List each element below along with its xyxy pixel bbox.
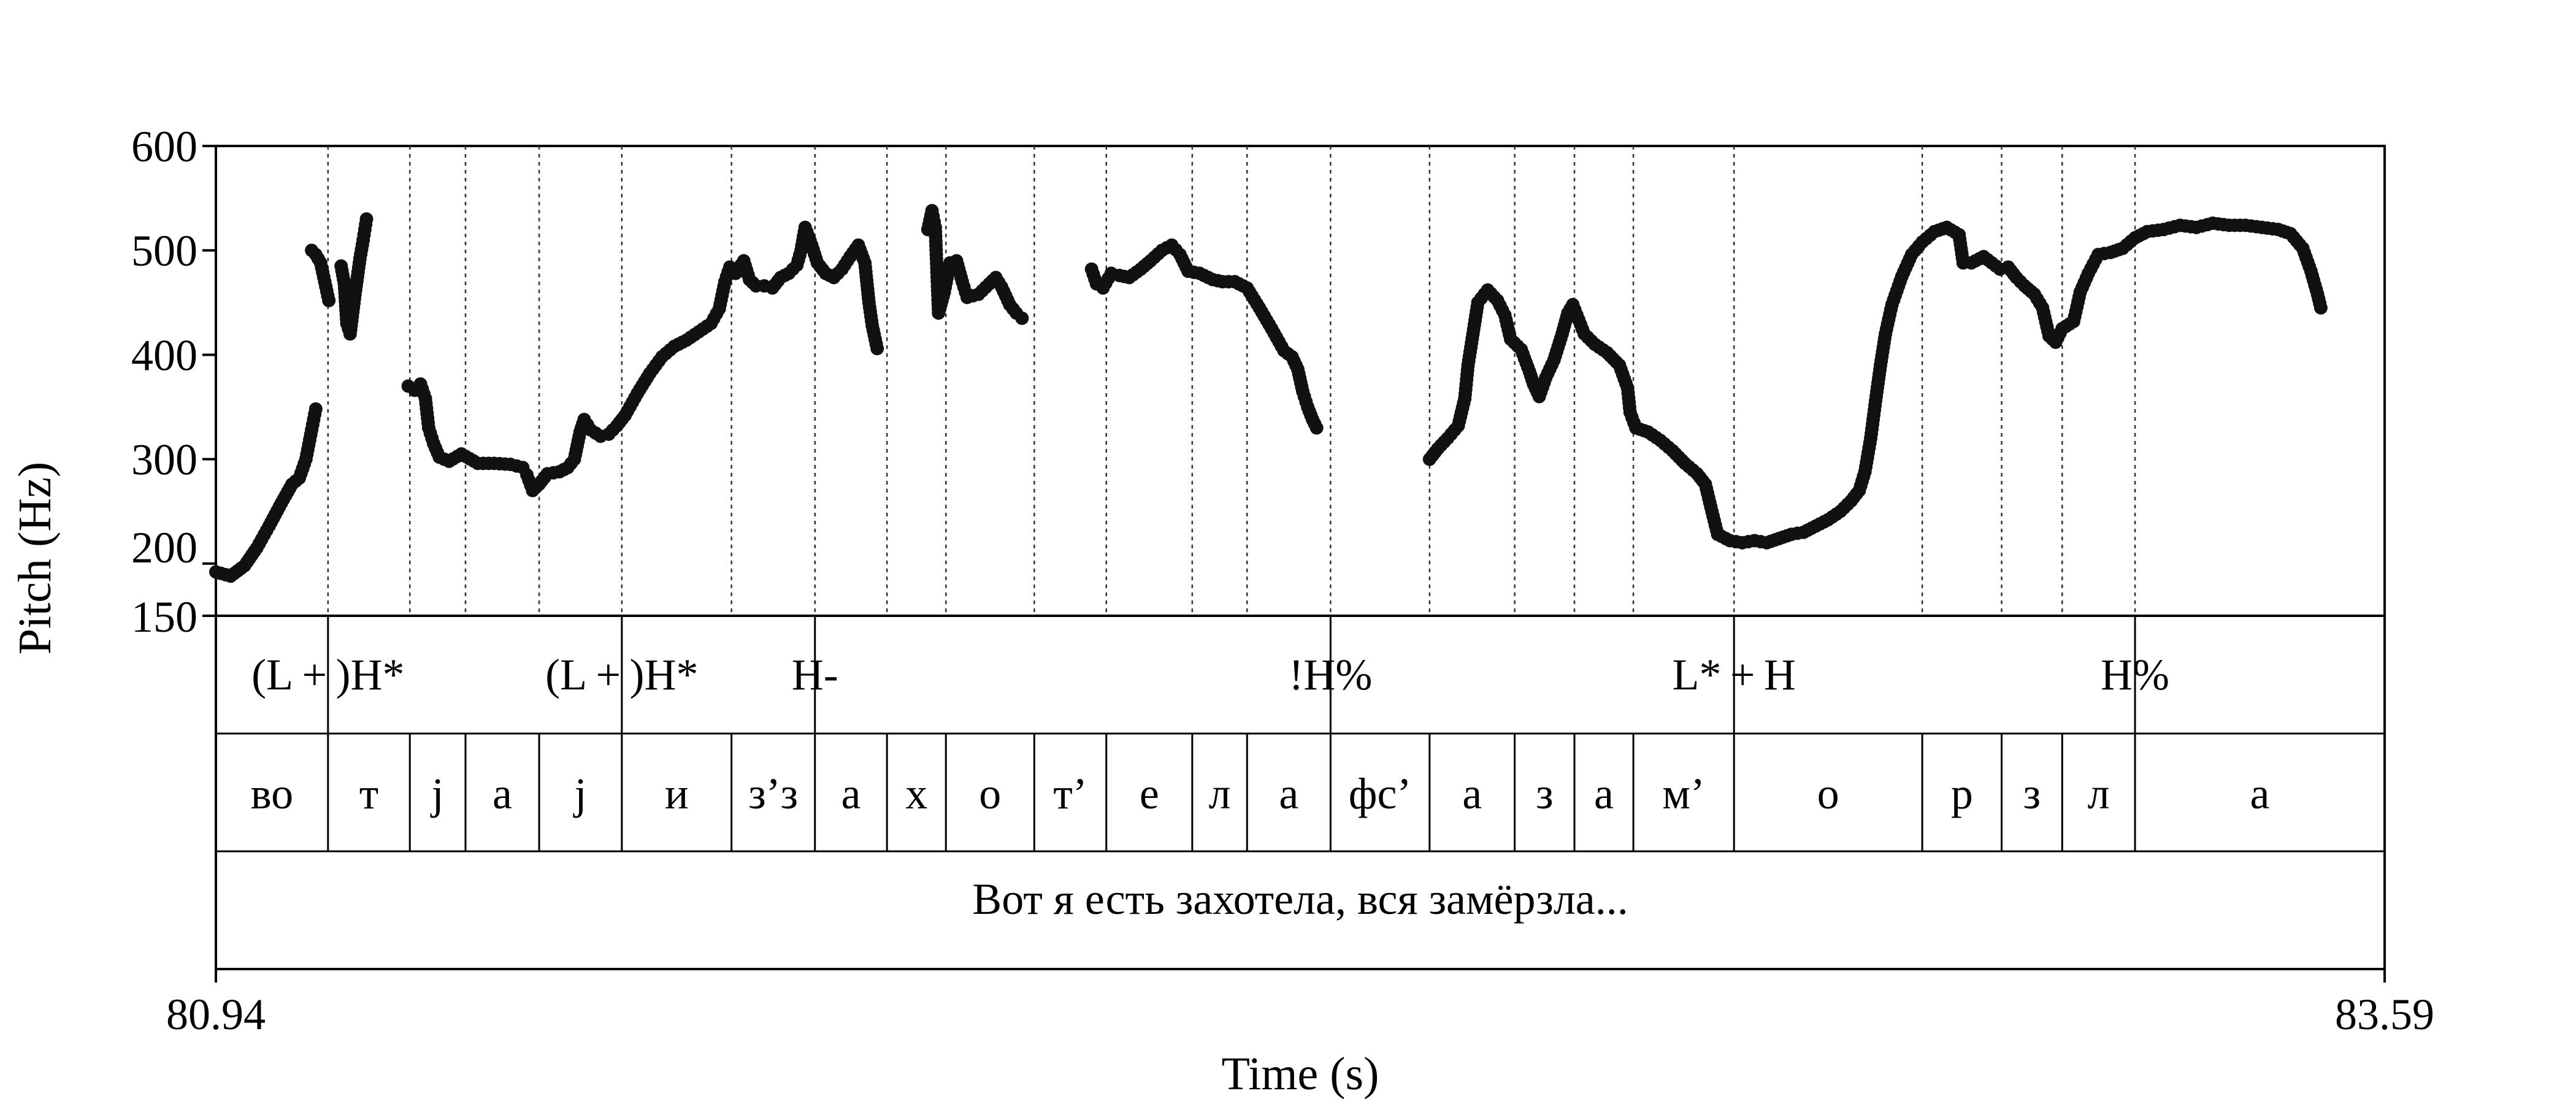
y-axis: 150 200 300 400 500 600: [131, 122, 216, 642]
segment-label: з: [1536, 769, 1553, 818]
pitch-point: [309, 402, 323, 416]
tone-label: (L + )H*: [545, 650, 698, 699]
segment-label: а: [841, 769, 861, 818]
tone-tier: (L + )H* (L + )H* H- !H% L* + H H%: [251, 616, 2169, 734]
pitch-point: [1015, 311, 1029, 325]
segment-label: во: [251, 769, 294, 818]
segment-label: а: [2250, 769, 2270, 818]
x-tick-label-end: 83.59: [2335, 990, 2434, 1039]
pitch-point: [2313, 301, 2328, 315]
y-tick-label: 150: [131, 592, 197, 642]
segment-tier: во т j а j и з’з а х о т’ е л а фс’ а з а м’ о р з л а: [251, 769, 2270, 818]
tone-label: L* + H: [1672, 650, 1795, 699]
y-tick-label: 600: [131, 122, 197, 171]
segment-label: л: [1209, 769, 1231, 818]
x-tick-label-start: 80.94: [166, 990, 266, 1039]
boundary-lines: [327, 146, 2136, 851]
segment-label: о: [979, 769, 1001, 818]
sentence-label: Вот я есть захотела, вся замёрзла...: [972, 875, 1628, 924]
segment-label: а: [1594, 769, 1614, 818]
x-axis-label: Time (s): [1222, 1048, 1379, 1100]
y-tick-label: 200: [131, 523, 197, 572]
segment-label: х: [905, 769, 927, 818]
segment-label: а: [1279, 769, 1298, 818]
tone-label: !H%: [1289, 650, 1372, 699]
tone-label: H-: [792, 650, 838, 699]
plot-area: 150 200 300 400 500 600 (L + )H* (L + )H* H- !H%…: [131, 122, 2386, 983]
segment-label: л: [2088, 769, 2110, 818]
pitch-point: [359, 212, 374, 226]
y-axis-label: Pitch (Hz): [9, 462, 61, 654]
tone-label: (L + )H*: [251, 650, 404, 699]
pitch-point: [870, 342, 884, 356]
segment-label: е: [1140, 769, 1159, 818]
segment-label: з’з: [748, 769, 798, 818]
tone-label: H%: [2101, 650, 2169, 699]
segment-label: j: [430, 769, 444, 818]
pitch-panel-frame: [215, 145, 2386, 617]
segment-label: а: [493, 769, 512, 818]
y-tick-label: 300: [131, 435, 197, 485]
pitch-series: [209, 204, 2328, 583]
segment-label: и: [665, 769, 689, 818]
segment-label: т’: [1053, 769, 1087, 818]
y-tick-label: 400: [131, 331, 197, 380]
y-tick-label: 500: [131, 226, 197, 275]
segment-label: т: [359, 769, 378, 818]
segment-label: j: [572, 769, 586, 818]
pitch-point: [322, 293, 336, 307]
pitch-point: [1309, 421, 1324, 435]
segment-label: фс’: [1349, 769, 1412, 818]
segment-label: м’: [1662, 769, 1705, 818]
segment-label: о: [1817, 769, 1839, 818]
segment-label: а: [1462, 769, 1482, 818]
segment-label: з: [2023, 769, 2041, 818]
segment-label: р: [1951, 769, 1973, 818]
